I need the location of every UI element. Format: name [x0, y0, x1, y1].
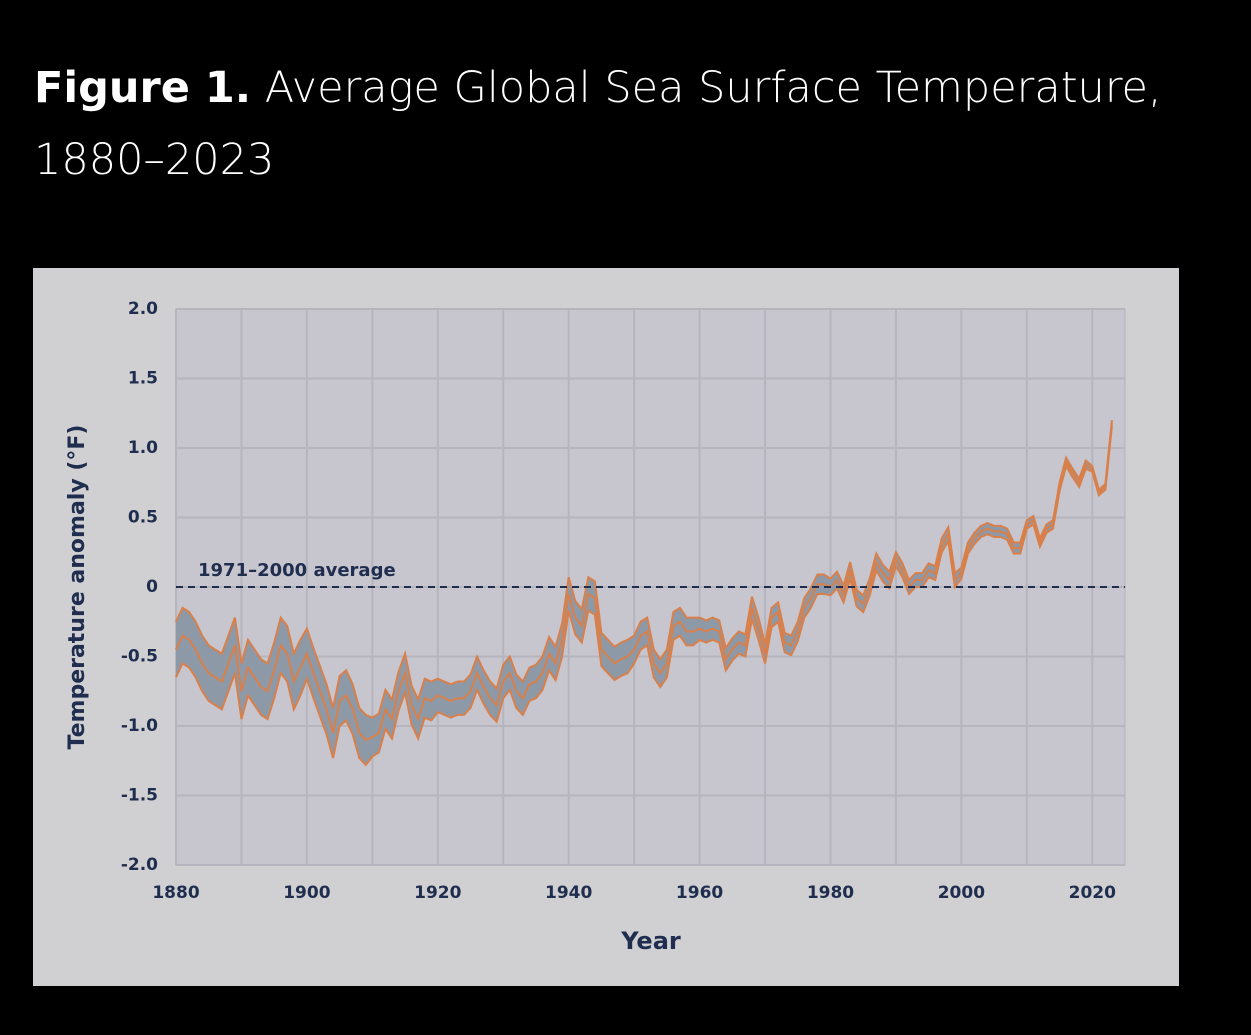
y-tick-label: -0.5 — [121, 647, 158, 667]
series-line — [175, 420, 1113, 719]
y-tick-label: 1.0 — [128, 438, 158, 458]
series-line — [175, 425, 1113, 767]
x-tick-label: 1900 — [283, 883, 330, 903]
y-tick-label: -1.5 — [121, 786, 158, 806]
y-tick-label: 2.0 — [128, 299, 158, 319]
series-line — [175, 422, 1113, 742]
x-tick-label: 2000 — [938, 883, 985, 903]
title-text: Average Global Sea Surface Temperature, … — [34, 63, 1162, 185]
y-tick-label: -2.0 — [121, 855, 158, 875]
figure-title: Figure 1. Average Global Sea Surface Tem… — [34, 52, 1214, 196]
x-tick-label: 1980 — [807, 883, 854, 903]
x-tick-label: 1940 — [545, 883, 592, 903]
figure-label: Figure 1. — [34, 63, 252, 113]
y-tick-label: 0 — [146, 577, 158, 597]
y-tick-label: -1.0 — [121, 716, 158, 736]
x-tick-label: 1960 — [676, 883, 723, 903]
y-tick-label: 0.5 — [128, 508, 158, 528]
x-axis-label: Year — [620, 927, 681, 955]
y-tick-label: 1.5 — [128, 369, 158, 389]
x-tick-label: 1880 — [152, 883, 199, 903]
x-tick-label: 1920 — [414, 883, 461, 903]
reference-label: 1971–2000 average — [198, 560, 396, 581]
x-tick-label: 2020 — [1069, 883, 1116, 903]
y-axis-label: Temperature anomaly (°F) — [65, 425, 90, 750]
